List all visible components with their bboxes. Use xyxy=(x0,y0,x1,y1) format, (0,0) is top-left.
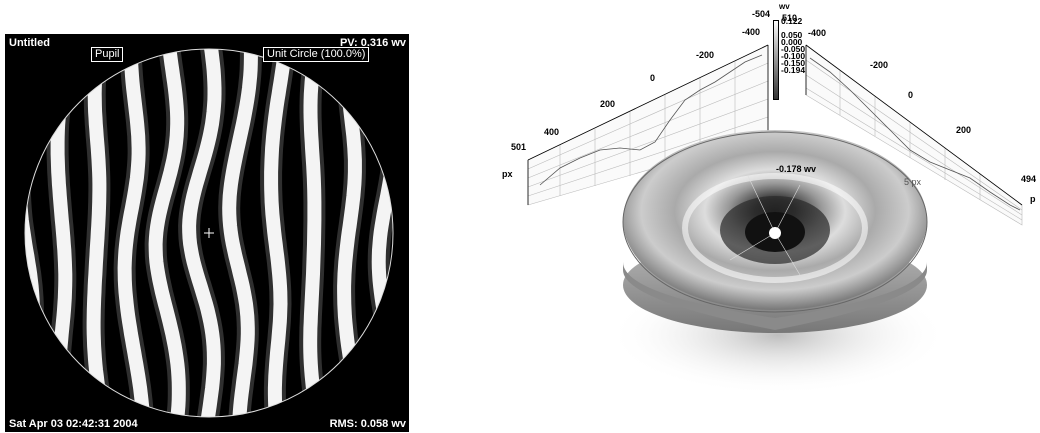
fringe-band xyxy=(303,49,326,417)
right-axis-tick: 200 xyxy=(956,125,972,135)
interferogram-panel: Untitled PV: 0.316 wv Pupil Unit Circle … xyxy=(5,34,409,432)
legend-value: -0.150 xyxy=(781,58,806,68)
right-axis-tick: 0 xyxy=(908,90,914,100)
left-axis-tick: -200 xyxy=(696,50,715,60)
left-axis-tick: 400 xyxy=(544,127,560,137)
fringe-band xyxy=(264,49,294,417)
legend-value: -0.050 xyxy=(781,44,806,54)
left-axis-tick: 200 xyxy=(600,99,616,109)
left-axis-tick: 0 xyxy=(650,73,656,83)
right-axis-tick: -400 xyxy=(808,28,827,38)
fringe-band xyxy=(148,49,186,417)
left-axis-tick: -400 xyxy=(742,27,761,37)
legend-value: 0.122 xyxy=(781,16,803,26)
fringe-band xyxy=(86,49,112,417)
right-axis-tick: 494 xyxy=(1021,174,1037,184)
legend-colorbar xyxy=(773,20,779,100)
unit-circle-label[interactable]: Unit Circle (100.0%) xyxy=(263,47,370,62)
legend-unit: wv xyxy=(779,2,790,11)
pupil-label[interactable]: Pupil xyxy=(91,47,124,62)
fringe-band xyxy=(222,49,258,417)
surface-3d-plot: wv 0.122 0.050 0.000 -0.050 -0.100 -0.15… xyxy=(500,0,1040,433)
panel-title: Untitled xyxy=(9,37,50,49)
center-marker-icon xyxy=(769,227,781,239)
left-axis-unit: px xyxy=(502,169,513,179)
left-axis-tick: -504 xyxy=(752,9,771,19)
rms-readout: RMS: 0.058 wv xyxy=(329,418,406,430)
legend-value: -0.194 xyxy=(781,65,806,75)
right-axis-tick: -200 xyxy=(870,60,889,70)
crosshair-icon xyxy=(204,228,214,238)
offset-label: 5 px xyxy=(904,177,922,187)
fringe-band xyxy=(50,49,77,417)
surface-3d-graphic xyxy=(527,44,1023,395)
legend-value: 0.000 xyxy=(781,37,803,47)
right-axis-unit: p xyxy=(1030,194,1036,204)
right-profile-line xyxy=(809,57,1021,211)
pv-readout: PV: 0.316 wv xyxy=(339,37,406,49)
date-stamp: Sat Apr 03 02:42:31 2004 xyxy=(9,418,138,430)
left-axis-tick: 501 xyxy=(511,142,527,152)
fringe-pattern xyxy=(24,48,394,418)
center-value-label: -0.178 wv xyxy=(776,164,817,174)
legend-value: 0.050 xyxy=(781,30,803,40)
fringe-band xyxy=(182,49,222,417)
left-profile-line xyxy=(539,54,763,186)
legend-value: -0.100 xyxy=(781,51,806,61)
fringe-band xyxy=(117,49,150,417)
right-axis-tick: 510 xyxy=(782,13,798,23)
